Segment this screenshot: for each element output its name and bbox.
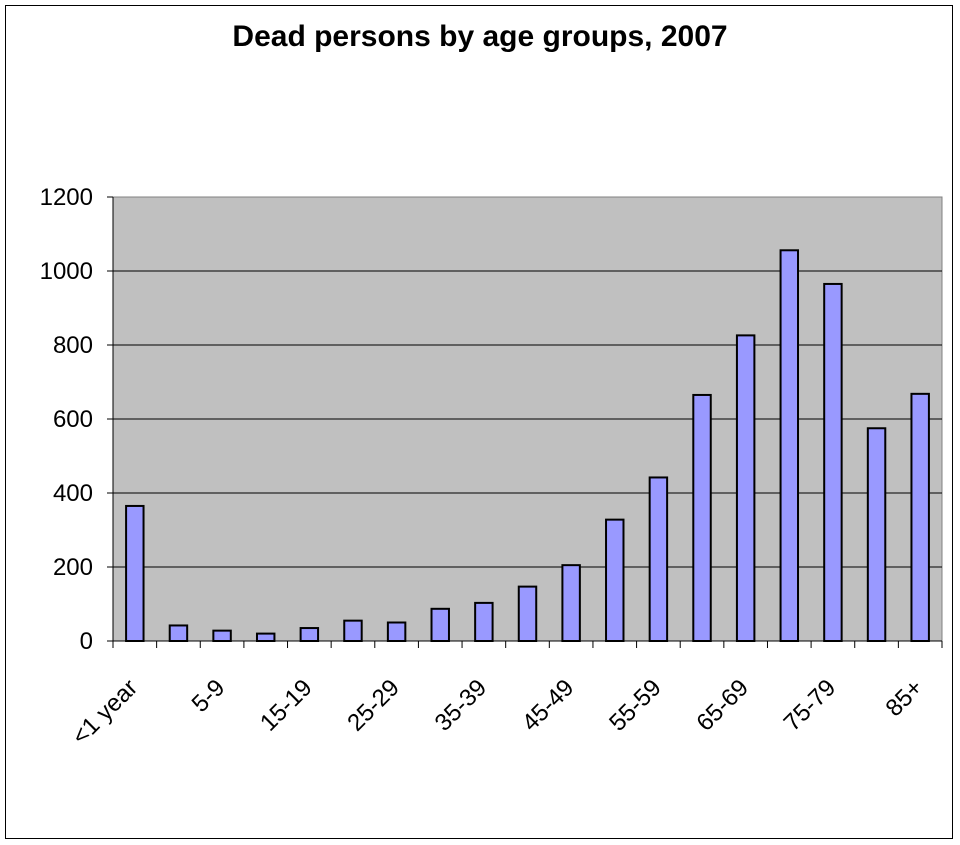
bar: [561, 564, 581, 643]
bar: [735, 334, 756, 642]
y-tick-labels: 0 200 400 600 800 1000 1200: [40, 184, 93, 655]
x-tick-label: 55-59: [604, 674, 667, 737]
bar: [386, 621, 407, 642]
bar: [299, 627, 320, 642]
bar: [648, 476, 669, 642]
y-tick-label: 600: [53, 406, 93, 433]
y-tick-label: 1200: [40, 184, 93, 211]
bar: [823, 282, 843, 642]
bar: [517, 585, 538, 642]
bar: [910, 392, 930, 642]
bars: [125, 249, 930, 643]
bar: [168, 624, 189, 643]
bar: [343, 619, 363, 643]
x-tick-label: 65-69: [691, 674, 754, 737]
grid-lines: [113, 270, 942, 568]
x-tick-label: 25-29: [342, 674, 405, 737]
chart-title: Dead persons by age groups, 2007: [232, 20, 728, 53]
x-tick-label: 35-39: [430, 674, 493, 737]
x-tick-label: <1 year: [67, 674, 143, 750]
y-tick-label: 0: [80, 628, 93, 655]
x-tick-label: 75-79: [779, 674, 842, 737]
bar: [125, 504, 145, 643]
bar: [692, 393, 712, 643]
x-tick-labels: <1 year 5-9 15-19 25-29 35-39 45-49 55-59 65-69…: [67, 674, 929, 750]
x-tick-label: 15-19: [255, 674, 318, 737]
x-tick-label: 5-9: [187, 674, 231, 718]
bar: [866, 427, 887, 642]
y-tick-label: 1000: [40, 258, 93, 285]
bar: [212, 629, 232, 643]
bar: [605, 518, 625, 643]
bar: [779, 249, 800, 642]
y-tick-label: 800: [53, 332, 93, 359]
x-tick-label: 45-49: [517, 674, 580, 737]
axes: [107, 196, 943, 648]
bar: [474, 601, 494, 643]
x-tick-label: 85+: [881, 674, 929, 722]
bar: [430, 607, 450, 642]
bar: [255, 632, 276, 642]
y-tick-label: 200: [53, 554, 93, 581]
y-tick-label: 400: [53, 480, 93, 507]
